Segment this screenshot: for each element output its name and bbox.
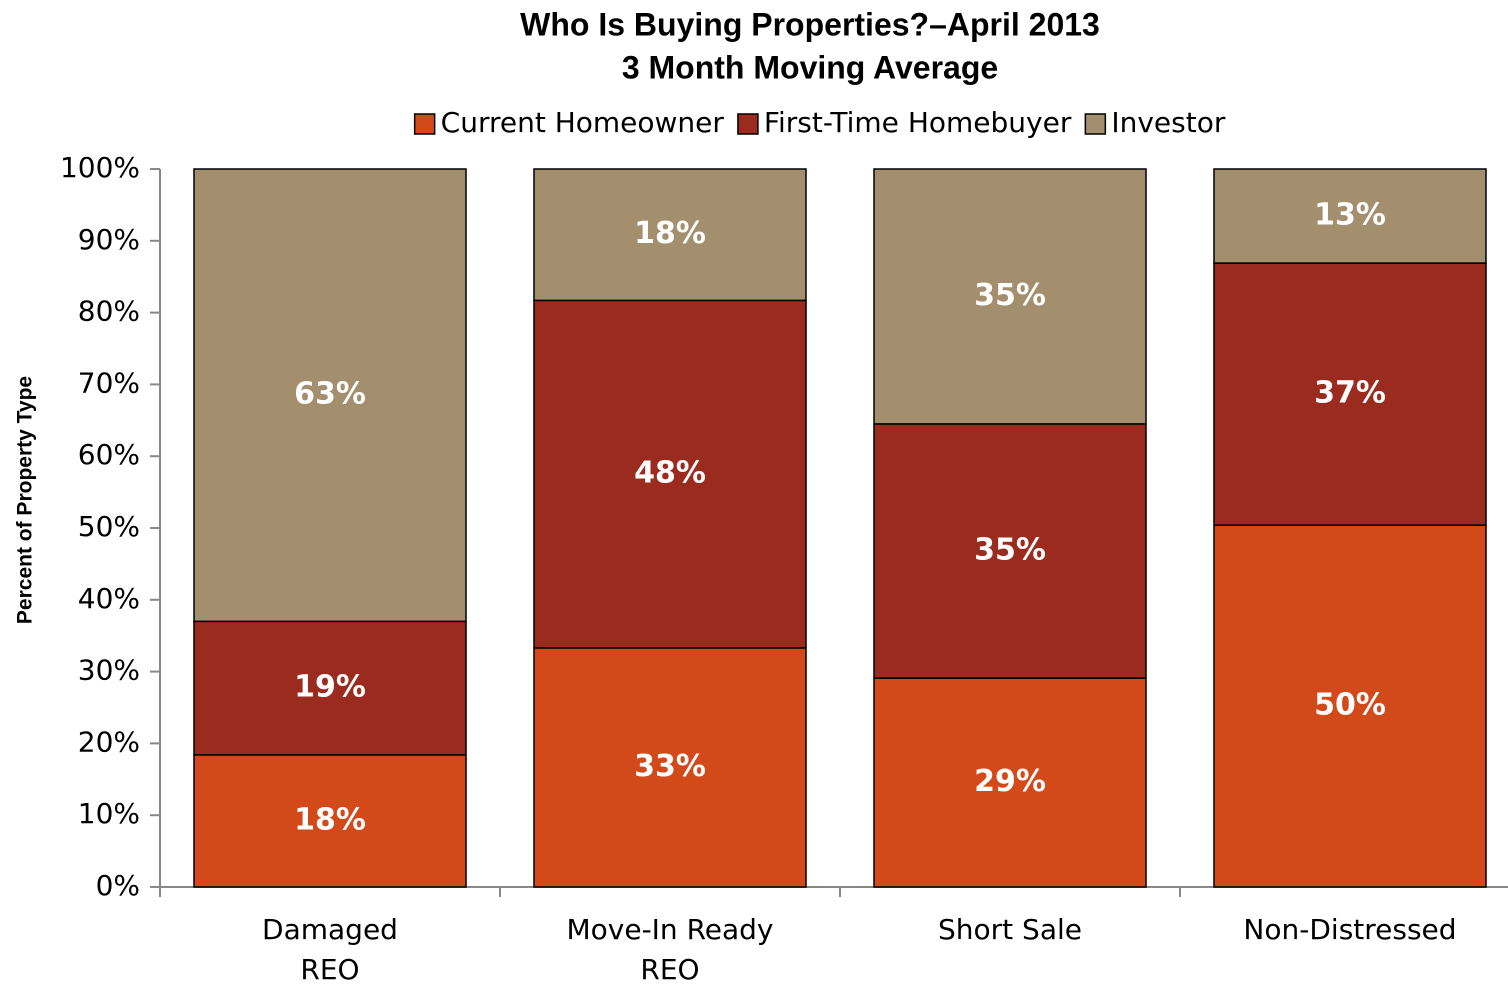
legend-swatch bbox=[737, 113, 759, 135]
data-label: 29% bbox=[974, 764, 1046, 799]
chart-title: Who Is Buying Properties?–April 2013 bbox=[520, 6, 1100, 42]
chart-subtitle: 3 Month Moving Average bbox=[622, 49, 998, 85]
data-label: 19% bbox=[294, 670, 366, 705]
data-label: 13% bbox=[1314, 198, 1386, 233]
legend-label: Investor bbox=[1111, 106, 1225, 139]
y-tick-label: 0% bbox=[96, 869, 140, 902]
legend-swatch bbox=[1084, 113, 1107, 135]
bar-segment bbox=[193, 754, 467, 888]
y-tick-label: 60% bbox=[78, 438, 140, 471]
y-tick-label: 100% bbox=[60, 151, 140, 184]
data-label: 35% bbox=[974, 278, 1046, 313]
data-label: 63% bbox=[294, 377, 366, 412]
x-tick-label: Non-Distressed bbox=[1243, 913, 1457, 946]
y-axis-label: Percent of Property Type bbox=[14, 376, 37, 624]
bar-segment bbox=[873, 168, 1147, 425]
y-tick-label: 20% bbox=[78, 725, 140, 758]
y-tick-label: 50% bbox=[78, 510, 140, 543]
bar-segment bbox=[533, 647, 807, 888]
data-label: 35% bbox=[974, 532, 1046, 567]
bar-segment bbox=[873, 677, 1147, 888]
bar-segment bbox=[533, 299, 807, 649]
bar-segment bbox=[873, 423, 1147, 679]
legend-label: First-Time Homebuyer bbox=[764, 106, 1072, 139]
x-tick-label: Move-In Ready REO bbox=[566, 913, 774, 986]
bar-segment bbox=[1213, 168, 1487, 264]
y-tick-label: 30% bbox=[78, 654, 140, 687]
data-label: 37% bbox=[1314, 376, 1386, 411]
x-tick-label: Damaged REO bbox=[262, 913, 398, 986]
bar-segment bbox=[1213, 262, 1487, 526]
data-label: 48% bbox=[634, 456, 706, 491]
y-tick-label: 40% bbox=[78, 582, 140, 615]
bar-segment bbox=[193, 620, 467, 756]
legend: Current Homeowner First-Time Homebuyer Inv… bbox=[413, 106, 1226, 139]
y-tick-label: 10% bbox=[78, 797, 140, 830]
y-tick-label: 90% bbox=[78, 223, 140, 256]
data-label: 18% bbox=[634, 216, 706, 251]
y-tick-label: 80% bbox=[78, 295, 140, 328]
x-tick-label: Short Sale bbox=[938, 913, 1082, 946]
bar-segment bbox=[533, 168, 807, 302]
data-label: 33% bbox=[634, 749, 706, 784]
legend-swatch bbox=[413, 113, 436, 135]
bar-segment bbox=[193, 168, 467, 623]
data-label: 18% bbox=[294, 802, 366, 837]
legend-label: Current Homeowner bbox=[441, 106, 725, 139]
y-tick-label: 70% bbox=[78, 366, 140, 399]
bar-segment bbox=[1213, 524, 1487, 888]
data-label: 50% bbox=[1314, 688, 1386, 723]
